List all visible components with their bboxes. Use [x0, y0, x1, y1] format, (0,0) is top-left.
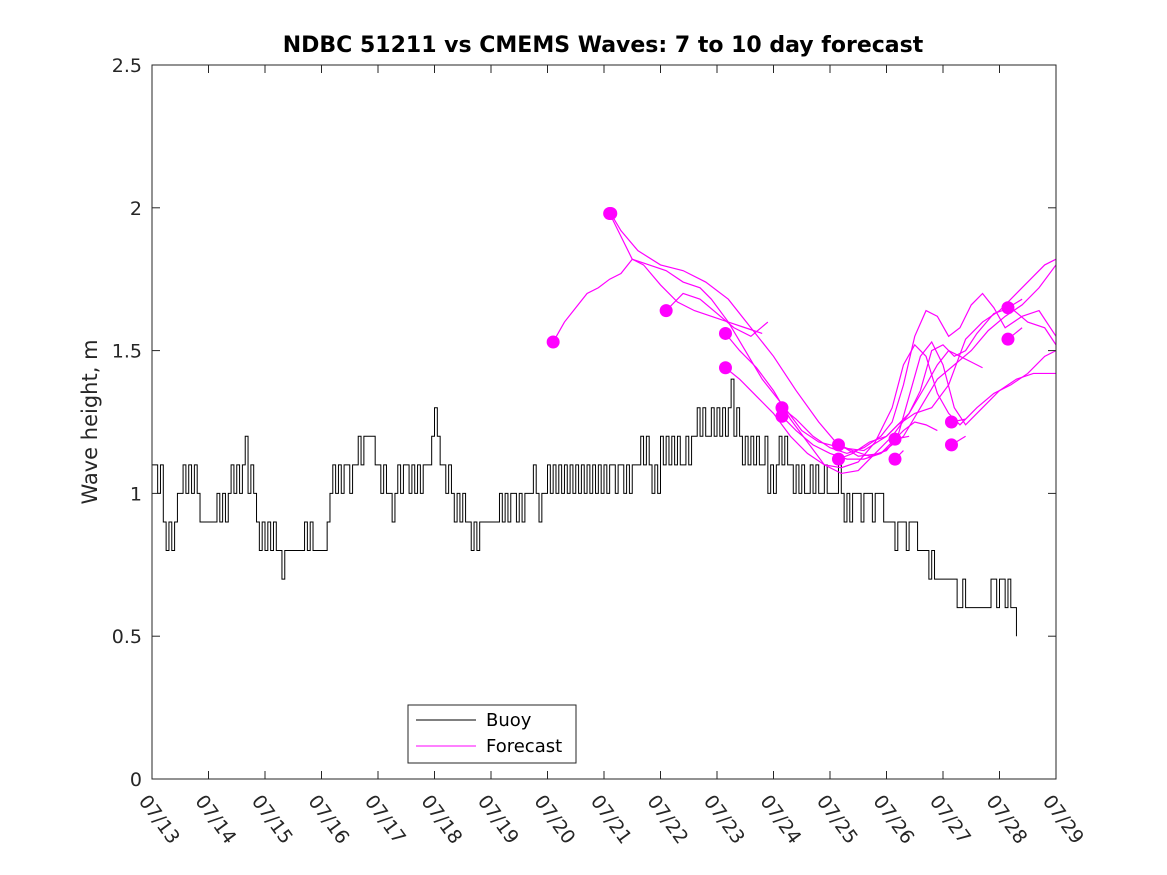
forecast-start-point: [659, 304, 673, 318]
forecast-start-point: [944, 438, 958, 452]
y-tick-label: 1.5: [112, 341, 142, 363]
forecast-start-point: [604, 207, 618, 221]
forecast-track-line: [838, 258, 1057, 460]
forecast-start-point: [1001, 301, 1015, 315]
forecast-start-point: [718, 326, 732, 340]
x-tick-label: 07/18: [416, 791, 466, 848]
forecast-track-line: [725, 343, 1057, 469]
forecast-track-line: [781, 415, 938, 460]
plot-area: [152, 207, 1057, 637]
forecast-track-line: [725, 307, 1057, 475]
forecast-start-point: [1001, 332, 1015, 346]
legend: Buoy Forecast: [407, 704, 577, 764]
x-tick-label: 07/23: [699, 791, 749, 848]
y-tick-label: 0.5: [112, 626, 142, 648]
y-axis: 0 0.5 1 1.5 2 2.5: [112, 55, 1056, 791]
x-tick-label: 07/19: [473, 791, 523, 848]
forecast-start-point: [888, 432, 902, 446]
forecast-start-point: [546, 335, 560, 349]
forecast-start-point: [831, 452, 845, 466]
forecast-start-point: [718, 361, 732, 375]
forecast-track-line: [610, 213, 1057, 457]
x-tick-label: 07/21: [586, 791, 636, 848]
forecast-track-line: [552, 258, 763, 343]
legend-forecast-label: Forecast: [486, 736, 562, 757]
x-tick-label: 07/25: [812, 791, 862, 848]
x-tick-label: 07/14: [190, 791, 240, 848]
forecast-track-line: [838, 340, 1056, 457]
x-tick-label: 07/17: [360, 791, 410, 848]
x-tick-label: 07/16: [303, 791, 353, 848]
forecast-track-line: [609, 213, 983, 452]
y-tick-label: 1: [130, 483, 142, 505]
forecast-start-point: [775, 409, 789, 423]
plot-frame: [151, 64, 1057, 780]
x-tick-label: 07/26: [868, 791, 918, 848]
y-tick-label: 0: [130, 769, 142, 791]
legend-buoy-label: Buoy: [486, 710, 532, 731]
x-tick-label: 07/29: [1038, 791, 1088, 848]
x-tick-label: 07/20: [529, 791, 579, 848]
x-tick-label: 07/28: [981, 791, 1031, 848]
forecast-track-line: [665, 292, 769, 338]
x-axis: 07/13 07/14 07/15 07/16 07/17 07/18 07/19 07/20…: [134, 65, 1088, 848]
y-tick-label: 2: [130, 198, 142, 220]
forecast-start-point: [888, 452, 902, 466]
x-tick-label: 07/24: [755, 791, 805, 848]
x-tick-label: 07/27: [925, 791, 975, 848]
legend-box: [407, 704, 577, 764]
y-axis-label: Wave height, m: [78, 339, 102, 504]
forecast-start-point: [831, 438, 845, 452]
forecast-track-line: [781, 292, 1057, 455]
forecast-start-point: [944, 415, 958, 429]
x-tick-label: 07/13: [134, 791, 184, 848]
y-tick-label: 2.5: [112, 55, 142, 77]
x-tick-label: 07/22: [642, 791, 692, 848]
x-tick-label: 07/15: [247, 791, 297, 848]
chart-title: NDBC 51211 vs CMEMS Waves: 7 to 10 day f…: [283, 33, 924, 58]
